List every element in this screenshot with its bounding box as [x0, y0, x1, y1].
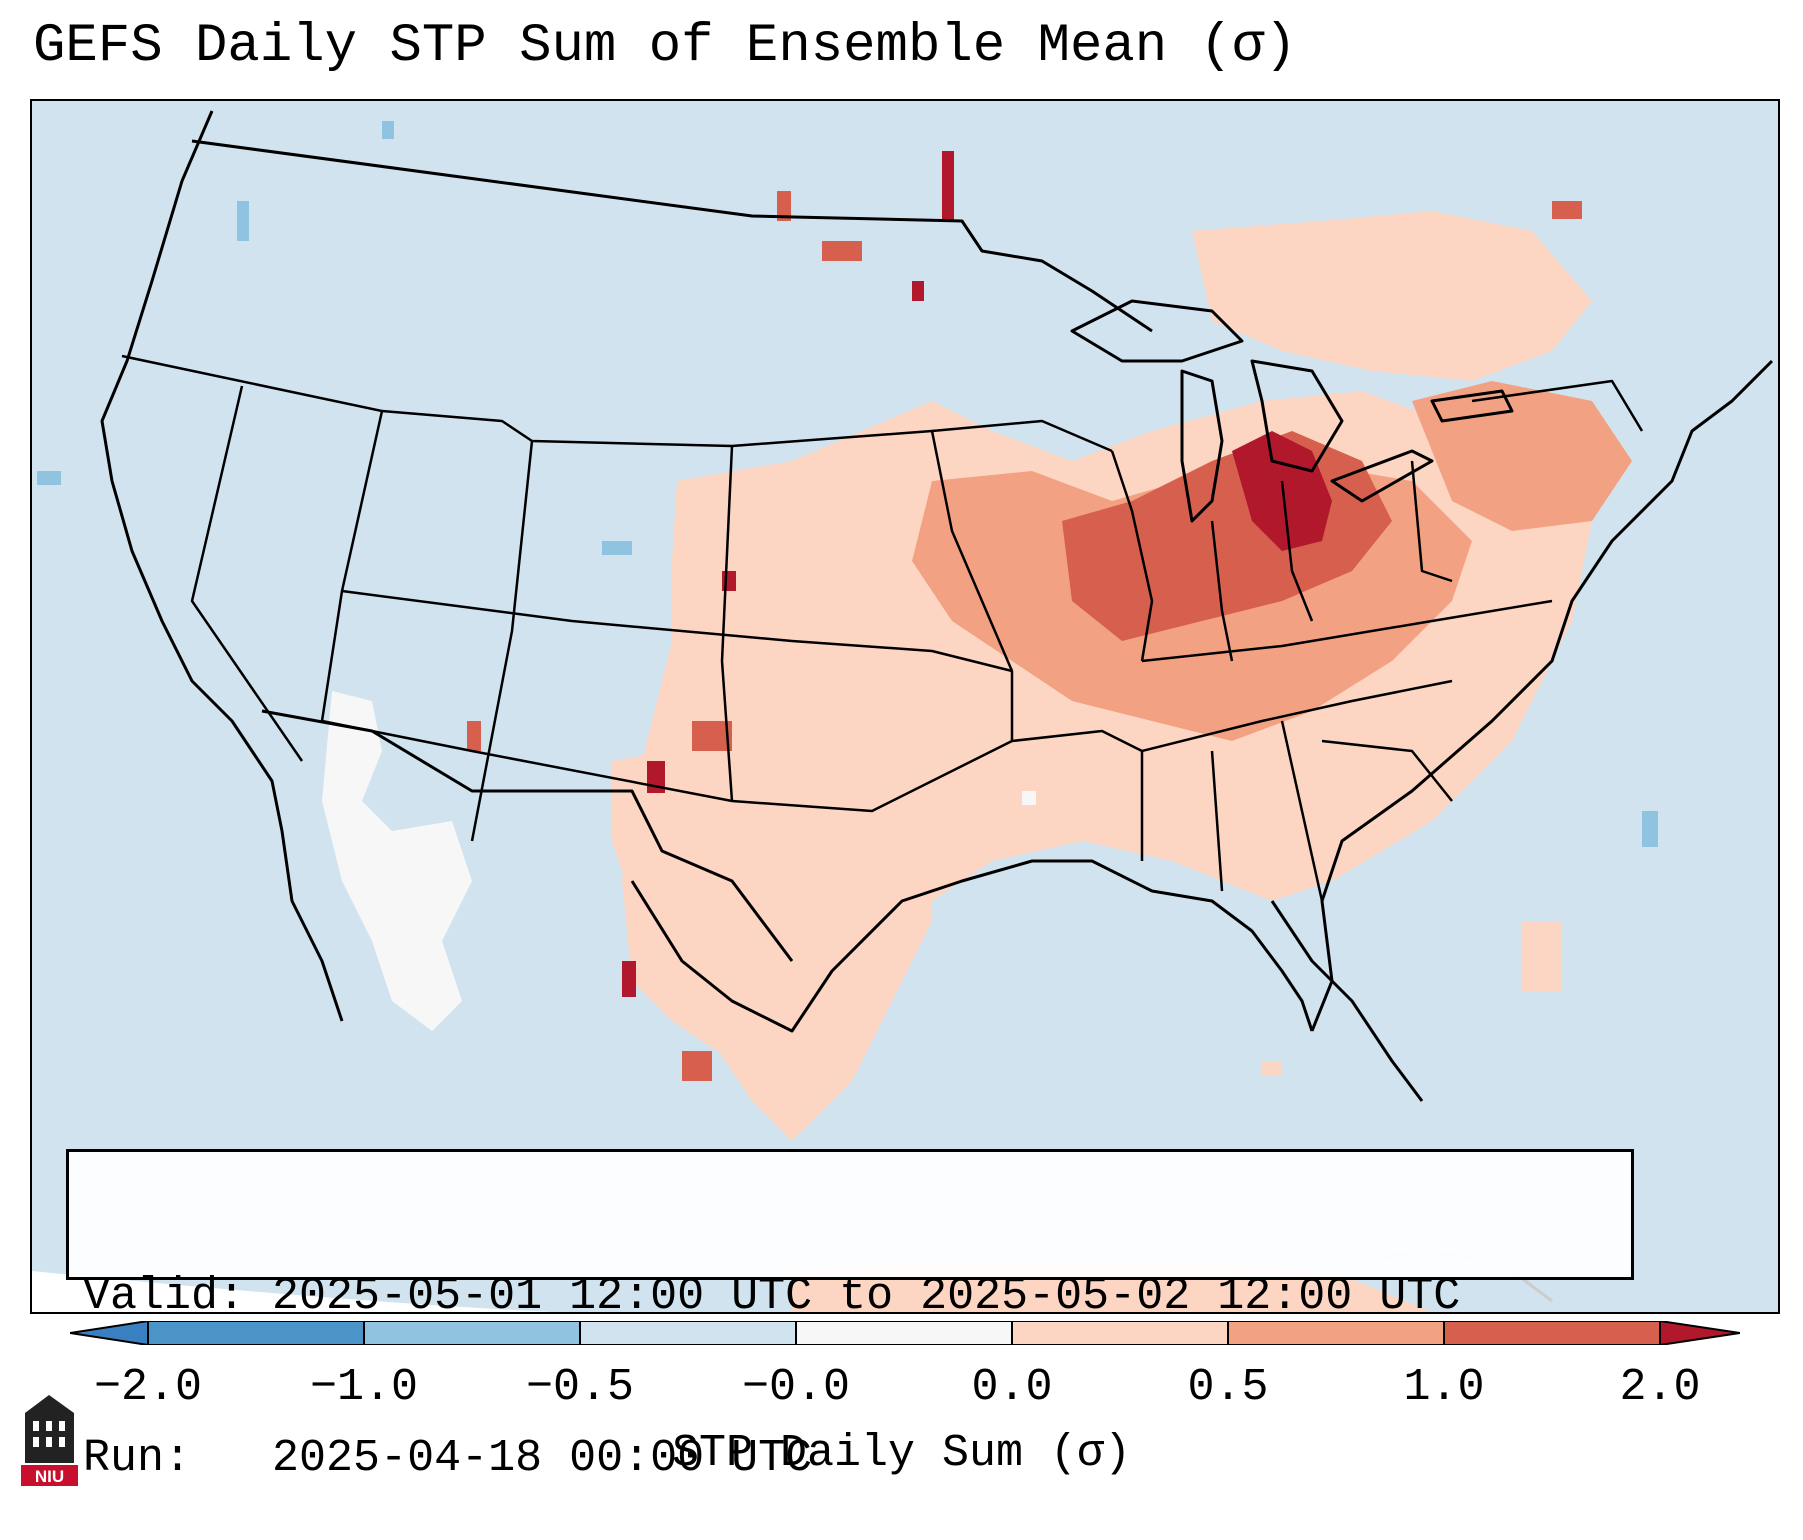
state-border	[1110, 450, 1154, 662]
out-of-domain-area	[32, 1271, 552, 1312]
colorbar-bin-over	[1660, 1321, 1740, 1345]
stp-cell-negative	[382, 121, 394, 139]
colorbar-tick-label: 0.5	[1187, 1362, 1269, 1413]
stp-cell	[692, 721, 732, 751]
colorbar-bin	[148, 1321, 364, 1345]
colorbar-bin	[580, 1321, 796, 1345]
lake-michigan	[1180, 369, 1224, 523]
stp-cell	[467, 721, 481, 751]
logo-banner	[21, 1465, 78, 1486]
stp-cell-negative	[602, 541, 632, 555]
lake-huron	[1250, 359, 1344, 473]
colorbar-tick-marks	[147, 1321, 1661, 1345]
us-mexico-border	[261, 709, 794, 962]
validity-info-box: Valid: 2025-05-01 12:00 UTC to 2025-05-0…	[66, 1149, 1634, 1484]
map-canvas	[32, 110, 1774, 1312]
lake-erie	[1330, 449, 1434, 503]
state-border	[470, 440, 534, 842]
state-border	[1210, 520, 1234, 662]
stp-cell	[1522, 921, 1562, 991]
us-canada-border	[191, 139, 1153, 333]
valid-row: Valid: 2025-05-01 12:00 UTC to 2025-05-0…	[83, 1270, 1617, 1324]
lake-superior	[1070, 299, 1244, 363]
state-border	[931, 419, 1113, 453]
stp-cell	[912, 281, 924, 301]
stp-region-light-north	[1192, 211, 1592, 381]
stp-cell	[1552, 201, 1582, 219]
stp-cell-negative	[1642, 811, 1658, 847]
colorbar-tick-label: −0.0	[741, 1362, 851, 1413]
state-borders	[121, 354, 1644, 902]
state-border	[1471, 379, 1644, 432]
map-panel	[30, 99, 1780, 1314]
stp-cell	[822, 241, 862, 261]
state-border	[320, 410, 384, 722]
stp-cell	[942, 151, 954, 221]
state-border	[190, 385, 304, 762]
colorbar	[70, 1321, 1740, 1345]
state-border	[1011, 729, 1144, 861]
state-border	[1410, 460, 1453, 583]
colorbar-bin	[1228, 1321, 1444, 1345]
stp-cell	[622, 961, 636, 997]
state-border	[341, 589, 793, 643]
stp-cell	[1262, 1061, 1282, 1075]
colorbar-tick-label: −2.0	[93, 1362, 203, 1413]
stp-region-neutral-mexico	[322, 691, 472, 1031]
colorbar-label: STP Daily Sum (σ)	[671, 1428, 1132, 1479]
state-border	[1141, 599, 1553, 663]
valid-value: 2025-05-01 12:00 UTC to 2025-05-02 12:00…	[272, 1271, 1461, 1322]
state-border	[1210, 750, 1224, 892]
run-value: 2025-04-18 00:00 UTC	[272, 1433, 813, 1484]
state-border	[121, 354, 383, 413]
map-title: GEFS Daily STP Sum of Ensemble Mean (σ)	[33, 16, 1297, 77]
run-label: Run:	[83, 1433, 192, 1484]
state-border	[1280, 720, 1324, 902]
run-row: Run: 2025-04-18 00:00 UTC	[83, 1432, 1617, 1486]
colorbar-tick-label: 0.0	[971, 1362, 1053, 1413]
stp-cell	[777, 191, 791, 221]
colorbar-tick-label: 1.0	[1403, 1362, 1485, 1413]
state-border	[1280, 480, 1314, 622]
stp-region-light-texas	[612, 741, 932, 1141]
stp-field	[37, 121, 1658, 1312]
niu-logo: NIU	[21, 1395, 78, 1486]
state-border	[791, 639, 1013, 673]
stp-cell	[722, 571, 736, 591]
stp-cell-negative	[37, 471, 61, 485]
stp-cell-negative	[237, 201, 249, 241]
state-border	[731, 739, 1013, 813]
valid-label: Valid:	[83, 1271, 246, 1322]
state-border	[720, 445, 734, 802]
colorbar-tick-label: 2.0	[1619, 1362, 1701, 1413]
state-border	[1141, 679, 1453, 753]
logo-text: NIU	[35, 1467, 64, 1486]
pacific-coastline	[100, 110, 344, 1022]
colorbar-bin	[364, 1321, 580, 1345]
colorbar-bin-under	[70, 1321, 148, 1345]
stp-cell	[682, 1051, 712, 1081]
colorbar-bin	[1012, 1321, 1228, 1345]
colorbar-tick-label: −0.5	[525, 1362, 635, 1413]
state-border	[1321, 739, 1453, 802]
logo-windows	[33, 1421, 65, 1447]
colorbar-tick-label: −1.0	[309, 1362, 419, 1413]
gulf-coastline	[630, 859, 1314, 1033]
lake-ontario	[1430, 389, 1514, 423]
florida-coastline	[1270, 900, 1424, 1102]
stp-cell-neutral	[1022, 791, 1036, 805]
colorbar-bin	[1444, 1321, 1660, 1345]
state-border	[930, 430, 1014, 741]
colorbar-bin	[796, 1321, 1012, 1345]
